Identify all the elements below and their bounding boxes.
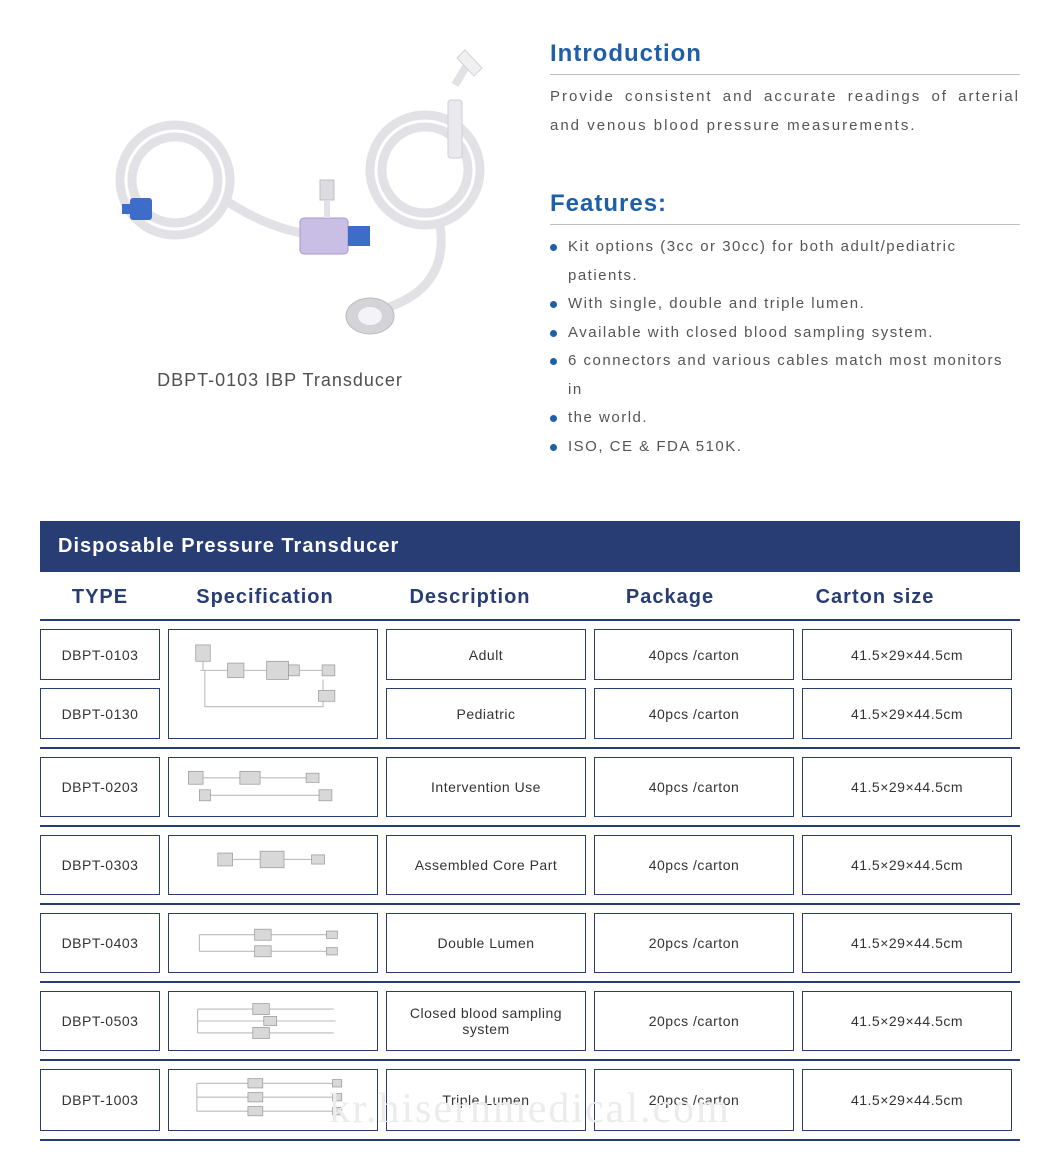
spec-diagram: [168, 991, 378, 1051]
cell-type: DBPT-0303: [40, 835, 160, 895]
cell-size: 41.5×29×44.5cm: [802, 629, 1012, 680]
cell-pkg: 40pcs /carton: [594, 757, 794, 817]
cell-size: 41.5×29×44.5cm: [802, 913, 1012, 973]
feature-item: ISO, CE & FDA 510K.: [550, 433, 1020, 462]
feature-item: Available with closed blood sampling sys…: [550, 319, 1020, 348]
product-image: [70, 30, 490, 350]
features-list: Kit options (3cc or 30cc) for both adult…: [550, 233, 1020, 461]
col-spec: Specification: [160, 586, 370, 609]
cell-type: DBPT-1003: [40, 1069, 160, 1131]
col-desc: Description: [370, 586, 570, 609]
cell-size: 41.5×29×44.5cm: [802, 835, 1012, 895]
table-row: DBPT-0503 Closed blood sampling system 2…: [40, 983, 1020, 1061]
cell-desc: Adult: [386, 629, 586, 680]
feature-item: Kit options (3cc or 30cc) for both adult…: [550, 233, 1020, 290]
cell-desc: Triple Lumen: [386, 1069, 586, 1131]
cell-pkg: 20pcs /carton: [594, 913, 794, 973]
cell-type: DBPT-0403: [40, 913, 160, 973]
col-size: Carton size: [770, 586, 980, 609]
table-row: DBPT-0203 Intervention Use 40pcs /carton…: [40, 749, 1020, 827]
cell-type: DBPT-0103: [40, 629, 160, 680]
feature-item: 6 connectors and various cables match mo…: [550, 347, 1020, 404]
table-row: DBPT-1003 Triple Lumen 20pcs /carton 41.…: [40, 1061, 1020, 1141]
spec-diagram: [168, 757, 378, 817]
cell-type: DBPT-0203: [40, 757, 160, 817]
cell-pkg: 40pcs /carton: [594, 629, 794, 680]
product-caption: DBPT-0103 IBP Transducer: [157, 370, 403, 391]
intro-features-block: Introduction Provide consistent and accu…: [550, 30, 1020, 461]
feature-item: the world.: [550, 404, 1020, 433]
intro-heading: Introduction: [550, 40, 1020, 75]
spec-diagram: [168, 913, 378, 973]
col-pkg: Package: [570, 586, 770, 609]
table-row: DBPT-0303 Assembled Core Part 40pcs /car…: [40, 827, 1020, 905]
cell-type: DBPT-0503: [40, 991, 160, 1051]
table-title: Disposable Pressure Transducer: [40, 521, 1020, 572]
cell-desc: Assembled Core Part: [386, 835, 586, 895]
features-heading: Features:: [550, 190, 1020, 225]
cell-size: 41.5×29×44.5cm: [802, 688, 1012, 739]
cell-pkg: 40pcs /carton: [594, 835, 794, 895]
product-image-block: DBPT-0103 IBP Transducer: [40, 30, 520, 461]
table-row-group: DBPT-0103 DBPT-0130: [40, 621, 1020, 749]
cell-desc: Intervention Use: [386, 757, 586, 817]
cell-desc: Double Lumen: [386, 913, 586, 973]
spec-diagram: [168, 1069, 378, 1131]
cell-size: 41.5×29×44.5cm: [802, 757, 1012, 817]
intro-text: Provide consistent and accurate readings…: [550, 83, 1020, 140]
feature-item: With single, double and triple lumen.: [550, 290, 1020, 319]
cell-size: 41.5×29×44.5cm: [802, 991, 1012, 1051]
spec-diagram: [168, 629, 378, 739]
cell-size: 41.5×29×44.5cm: [802, 1069, 1012, 1131]
cell-desc: Closed blood sampling system: [386, 991, 586, 1051]
spec-diagram: [168, 835, 378, 895]
cell-pkg: 20pcs /carton: [594, 991, 794, 1051]
cell-desc: Pediatric: [386, 688, 586, 739]
table-row: DBPT-0403 Double Lumen 20pcs /carton 41.…: [40, 905, 1020, 983]
top-section: DBPT-0103 IBP Transducer Introduction Pr…: [40, 30, 1020, 461]
col-type: TYPE: [40, 586, 160, 609]
cell-pkg: 20pcs /carton: [594, 1069, 794, 1131]
cell-type: DBPT-0130: [40, 688, 160, 739]
table-header-row: TYPE Specification Description Package C…: [40, 572, 1020, 621]
spec-table: Disposable Pressure Transducer TYPE Spec…: [40, 521, 1020, 1141]
cell-pkg: 40pcs /carton: [594, 688, 794, 739]
